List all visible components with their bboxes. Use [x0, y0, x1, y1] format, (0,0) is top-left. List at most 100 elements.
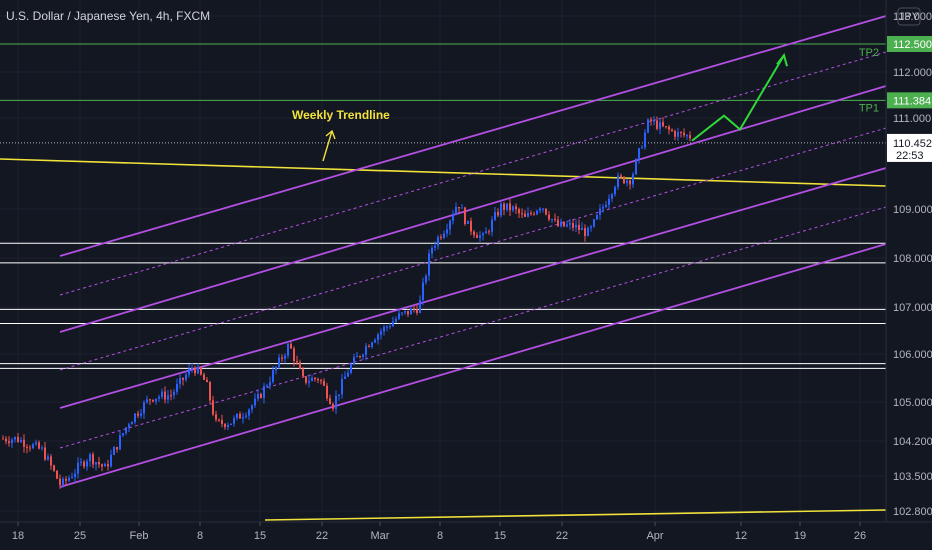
candle-body	[233, 418, 235, 424]
candle-body	[278, 357, 280, 367]
candle-body	[266, 385, 268, 387]
candle-body	[335, 395, 337, 409]
candle-body	[20, 439, 22, 442]
candle-body	[443, 233, 445, 238]
candle-body	[203, 374, 205, 380]
candle-body	[629, 180, 631, 185]
candle-body	[215, 414, 217, 420]
candle-body	[677, 132, 679, 137]
candle-body	[347, 372, 349, 377]
candle-body	[530, 212, 532, 214]
candle-body	[338, 394, 340, 396]
candle-body	[632, 174, 634, 185]
currency-badge-frame[interactable]	[897, 7, 921, 26]
candle-body	[257, 393, 259, 399]
candle-body	[80, 461, 82, 463]
candle-body	[248, 409, 250, 416]
candle-body	[356, 356, 358, 358]
candle-body	[497, 212, 499, 216]
candle-body	[416, 309, 418, 313]
candle-body	[668, 126, 670, 130]
candle-body	[383, 326, 385, 332]
candle-body	[683, 132, 685, 136]
candle-body	[509, 203, 511, 211]
candle-body	[482, 233, 484, 236]
candle-body	[608, 198, 610, 205]
candle-body	[281, 357, 283, 359]
x-tick-label: 8	[197, 530, 203, 542]
candle-body	[359, 356, 361, 358]
candle-body	[374, 339, 376, 343]
candle-body	[584, 228, 586, 237]
candle-body	[350, 364, 352, 373]
candle-body	[341, 378, 343, 395]
candle-body	[611, 194, 613, 199]
candle-body	[71, 477, 73, 479]
candle-body	[425, 275, 427, 283]
candle-body	[635, 159, 637, 175]
candle-body	[476, 235, 478, 238]
candle-body	[659, 122, 661, 129]
currency-badge: JPY	[899, 11, 920, 23]
candle-body	[473, 231, 475, 236]
weekly-trendline	[0, 158, 887, 187]
time-axis[interactable]: 18 25 Feb 8 15 22 Mar 8 15 22 Apr 12 19 26	[0, 521, 932, 542]
candle-body	[458, 207, 460, 209]
candle-body	[77, 462, 79, 474]
candle-body	[467, 220, 469, 224]
channel-line	[59, 85, 887, 333]
candle-body	[56, 470, 58, 479]
candle-body	[581, 228, 583, 231]
candle-body	[515, 206, 517, 210]
candle-body	[344, 376, 346, 379]
candle-body	[329, 398, 331, 405]
candle-body	[158, 396, 160, 399]
candle-body	[299, 362, 301, 369]
candle-body	[524, 213, 526, 217]
y-tick-label: 103.500	[893, 471, 932, 483]
candle-body	[500, 203, 502, 216]
candle-body	[404, 310, 406, 313]
candle-body	[68, 477, 70, 481]
candle-body	[647, 119, 649, 133]
candle-body	[638, 148, 640, 160]
annotation-arrowhead	[325, 129, 336, 140]
candle-body	[389, 326, 391, 328]
candle-body	[461, 207, 463, 209]
candle-body	[365, 346, 367, 355]
candle-body	[179, 377, 181, 384]
candle-body	[47, 456, 49, 460]
candle-body	[185, 374, 187, 380]
candle-body	[506, 203, 508, 210]
candle-body	[308, 381, 310, 383]
candle-body	[272, 370, 274, 382]
x-tick-label: 8	[437, 530, 443, 542]
candle-body	[437, 236, 439, 246]
candle-body	[572, 223, 574, 228]
candle-body	[566, 224, 568, 227]
candle-body	[197, 367, 199, 374]
candle-body	[536, 210, 538, 215]
candle-body	[5, 438, 7, 442]
candle-body	[653, 120, 655, 122]
candle-body	[209, 382, 211, 401]
candle-body	[470, 220, 472, 232]
candle-body	[83, 461, 85, 467]
candle-body	[26, 446, 28, 448]
candle-body	[554, 219, 556, 221]
candle-body	[689, 135, 691, 139]
target-price-value: 111.384	[893, 95, 931, 107]
x-tick-label: Mar	[371, 530, 390, 542]
y-tick-label: 111.000	[893, 113, 931, 125]
candle-body	[89, 454, 91, 462]
price-axis[interactable]: 113.000 112.000 111.000 109.000 108.000 107.0…	[885, 0, 932, 522]
candle-body	[74, 473, 76, 478]
y-tick-label: 106.000	[893, 349, 932, 361]
grid	[0, 0, 886, 522]
candle-body	[539, 208, 541, 211]
candle-body	[116, 447, 118, 450]
candle-body	[113, 447, 115, 455]
candle-body	[125, 427, 127, 434]
